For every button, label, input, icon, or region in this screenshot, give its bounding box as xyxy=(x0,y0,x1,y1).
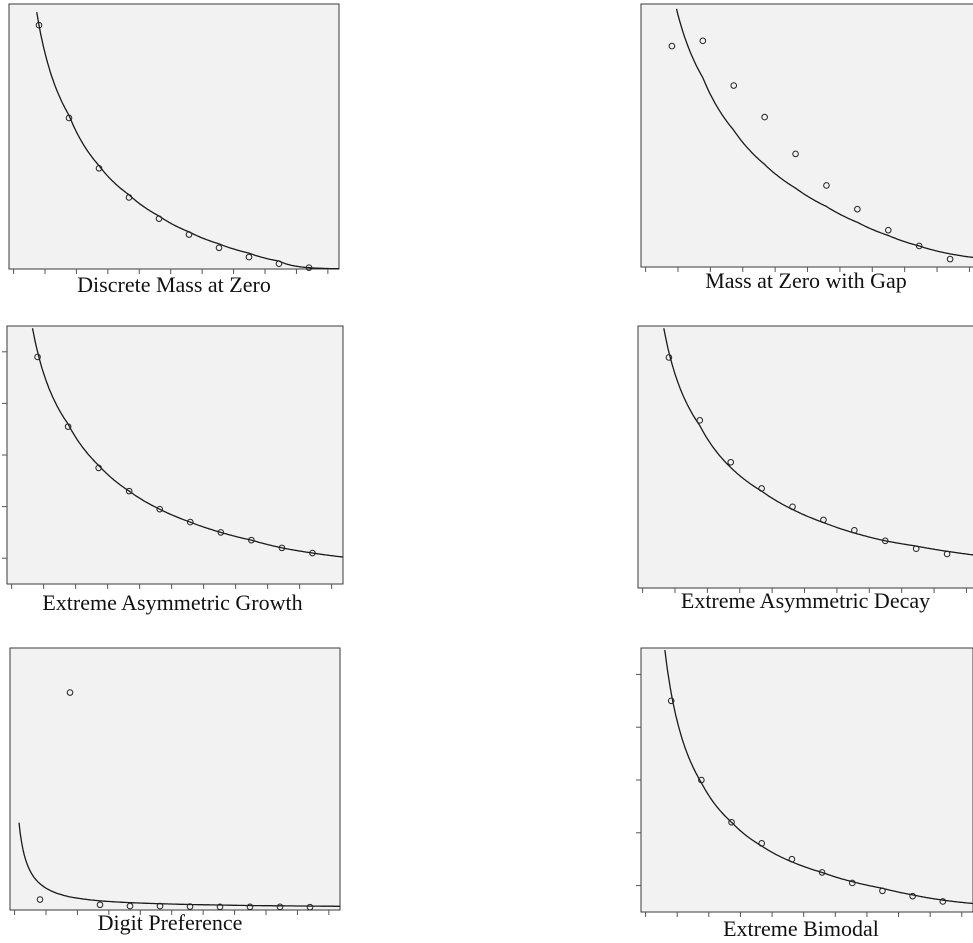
data-point xyxy=(95,464,102,472)
data-point xyxy=(185,231,193,238)
data-point xyxy=(851,527,858,534)
chart-title: Discrete Mass at Zero xyxy=(77,272,271,297)
data-point xyxy=(915,242,923,250)
data-point xyxy=(939,898,947,905)
plot-area xyxy=(9,647,341,911)
data-point xyxy=(758,485,765,492)
data-point xyxy=(96,901,104,909)
plot-extreme-bimodal xyxy=(636,647,973,917)
data-point xyxy=(879,887,886,895)
data-point xyxy=(727,458,735,466)
data-point xyxy=(215,244,223,252)
panel-digit-preference: Digit Preference xyxy=(0,644,345,943)
chart-title: Extreme Bimodal xyxy=(723,916,879,941)
data-point xyxy=(667,697,675,705)
fitted-curve xyxy=(36,11,339,270)
data-point xyxy=(156,505,164,513)
panel-extreme-bimodal: Extreme Bimodal xyxy=(626,644,973,943)
data-point xyxy=(64,423,72,430)
data-point xyxy=(36,896,44,903)
data-point xyxy=(248,536,255,544)
chart-title: Digit Preference xyxy=(97,910,243,935)
data-point xyxy=(186,903,194,910)
data-point xyxy=(216,903,224,911)
data-point xyxy=(943,550,951,558)
data-point xyxy=(156,902,164,910)
data-point xyxy=(788,855,796,863)
plot-digit-preference xyxy=(9,647,341,915)
data-point xyxy=(35,21,43,29)
data-point xyxy=(761,113,768,121)
chart-title: Extreme Asymmetric Growth xyxy=(42,590,303,615)
data-point xyxy=(306,903,314,911)
plot-extreme-asymmetric-decay xyxy=(637,325,973,593)
plot-discrete-mass-at-zero xyxy=(8,3,340,274)
fitted-curve xyxy=(18,822,340,907)
plot-area xyxy=(6,325,344,585)
data-point xyxy=(125,487,133,495)
panel-mass-at-zero-with-gap: Mass at Zero with Gap xyxy=(626,0,973,310)
data-point xyxy=(34,353,41,361)
panel-extreme-asymmetric-growth: Extreme Asymmetric Growth xyxy=(0,322,345,632)
data-point xyxy=(126,902,134,910)
data-point xyxy=(946,255,954,263)
data-point xyxy=(699,37,707,45)
data-point xyxy=(186,518,194,526)
data-point xyxy=(730,82,738,89)
data-point xyxy=(95,165,103,172)
data-point xyxy=(823,182,830,189)
data-point xyxy=(728,818,735,826)
data-point xyxy=(65,114,73,122)
plot-area xyxy=(637,325,973,589)
data-point xyxy=(698,776,705,784)
data-point xyxy=(792,150,799,158)
data-point xyxy=(668,42,676,50)
data-point xyxy=(155,215,163,222)
data-point xyxy=(305,264,313,271)
data-point xyxy=(848,879,856,887)
data-point xyxy=(66,689,74,696)
data-point xyxy=(276,903,284,911)
data-point xyxy=(884,226,892,234)
plot-mass-at-zero-with-gap xyxy=(640,3,973,272)
data-point xyxy=(665,354,673,361)
data-point xyxy=(275,260,283,268)
data-point xyxy=(820,516,827,524)
data-point xyxy=(854,205,861,213)
data-point xyxy=(246,903,254,911)
data-point xyxy=(789,503,796,511)
chart-title: Extreme Asymmetric Decay xyxy=(680,588,931,613)
plot-area xyxy=(640,3,973,268)
plot-extreme-asymmetric-growth xyxy=(2,325,344,589)
data-point xyxy=(217,529,225,536)
data-point xyxy=(696,417,704,424)
data-point xyxy=(245,253,253,261)
data-point xyxy=(909,892,916,900)
fitted-curve xyxy=(675,8,973,259)
data-point xyxy=(758,840,766,847)
chart-title: Mass at Zero with Gap xyxy=(705,268,907,293)
data-point xyxy=(818,869,826,876)
data-point xyxy=(125,194,133,201)
data-point xyxy=(278,544,286,552)
data-point xyxy=(912,545,920,552)
panel-discrete-mass-at-zero: Discrete Mass at Zero xyxy=(0,0,345,310)
plot-area xyxy=(640,647,973,913)
data-point xyxy=(881,537,889,545)
plot-area xyxy=(8,3,340,270)
data-point xyxy=(309,549,316,557)
panel-extreme-asymmetric-decay: Extreme Asymmetric Decay xyxy=(626,322,973,632)
